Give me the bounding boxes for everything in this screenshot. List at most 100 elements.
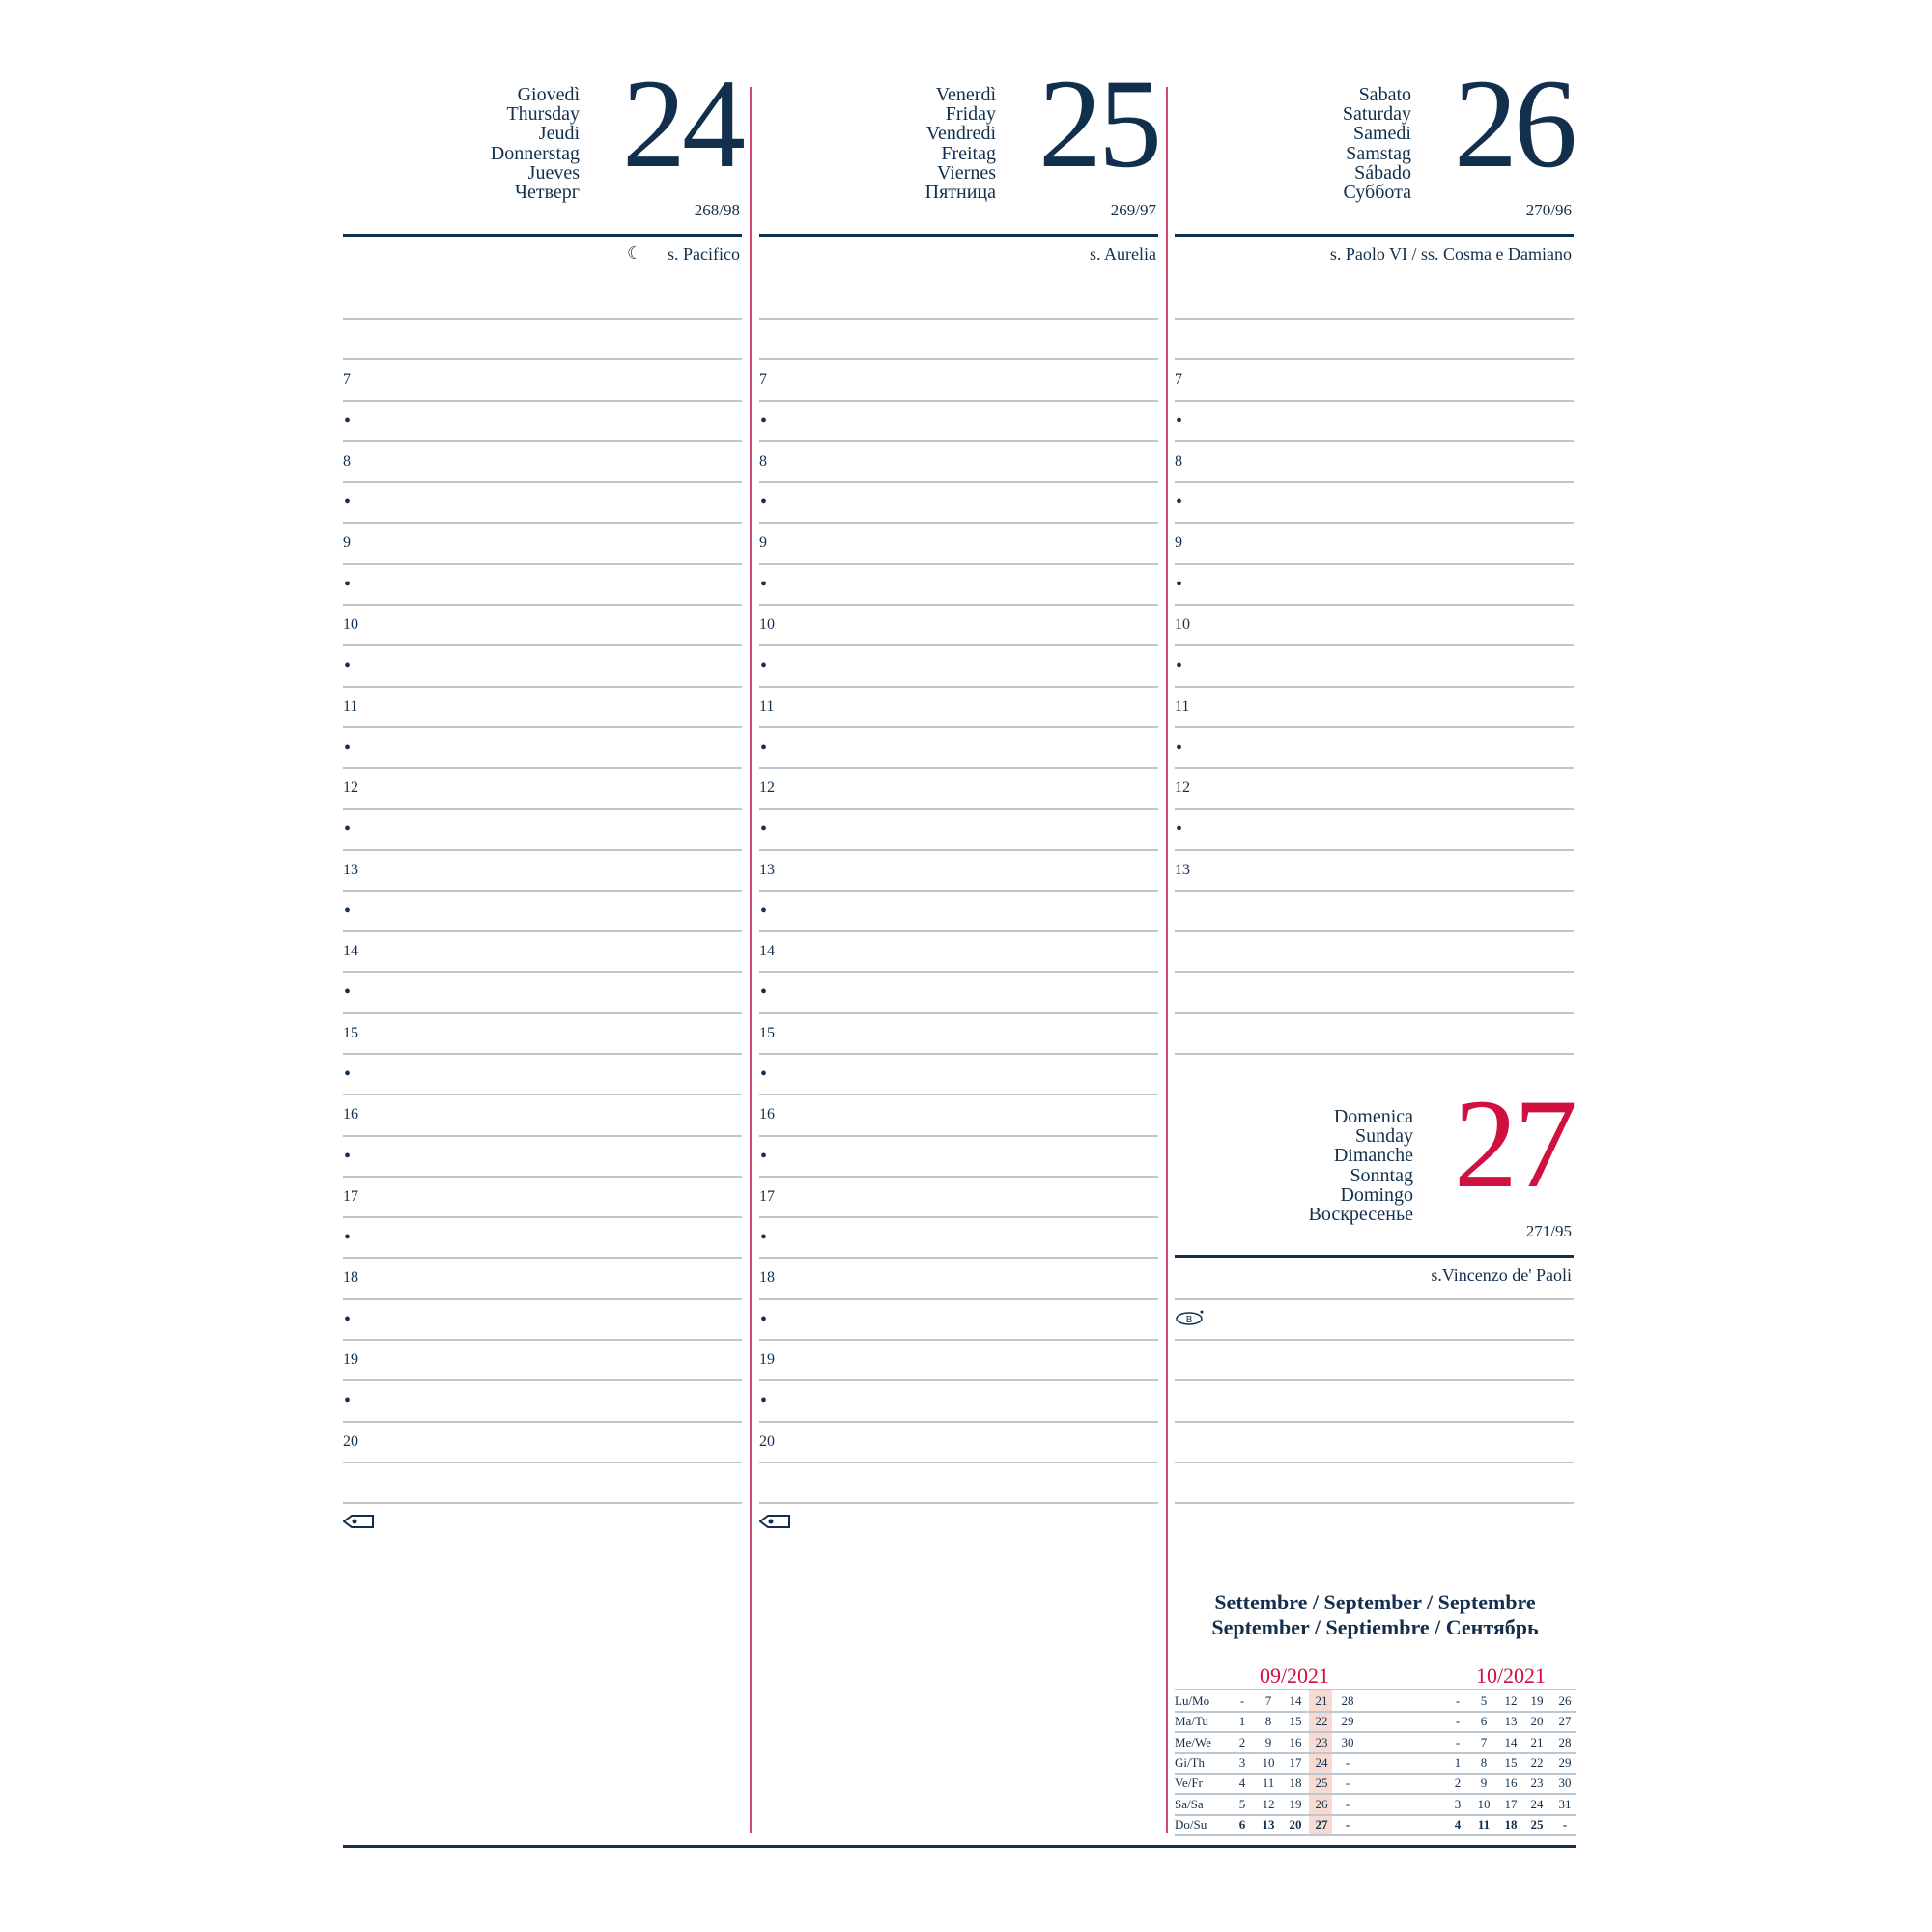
row-line (343, 889, 742, 892)
day-cell: 12 (1262, 1796, 1275, 1811)
day-cell: 26 (1558, 1693, 1572, 1708)
day-cell: - (1345, 1776, 1350, 1791)
day-cell: 20 (1530, 1714, 1544, 1729)
hour-label: 7 (759, 371, 767, 388)
mini-calendar-row: Me/We 2 9 16 23 30 - 7 14 21 28 (1175, 1732, 1576, 1754)
half-hour-marker: • (760, 818, 768, 840)
row-line (759, 522, 1158, 525)
half-hour-marker: • (344, 1064, 352, 1086)
row-line (759, 808, 1158, 810)
day-cell: - (1562, 1816, 1568, 1832)
day-cell: 2 (1454, 1776, 1462, 1791)
mini-calendar-row: Ma/Tu 1 8 15 22 29 - 6 13 20 27 (1175, 1711, 1576, 1734)
hour-label: 16 (343, 1106, 358, 1123)
day-name: Суббота (1343, 182, 1411, 204)
day-column-saturday: Sabato Saturday Samedi Samstag Sábado Суббота… (1175, 0, 1577, 1932)
hour-label: 11 (343, 697, 358, 715)
day-cell: 3 (1238, 1754, 1246, 1770)
day-cell: 21 (1530, 1734, 1544, 1749)
hour-label: 10 (1175, 615, 1190, 633)
row-line (343, 1175, 742, 1178)
row-line (1175, 685, 1574, 688)
day-cell: 25 (1530, 1816, 1544, 1832)
row-line (1175, 318, 1574, 320)
mini-calendar-row: Ve/Fr 4 11 18 25 - 2 9 16 23 30 (1175, 1773, 1576, 1796)
day-column-thursday: Giovedì Thursday Jeudi Donnerstag Jueves Четв… (343, 0, 746, 1932)
day-cell: 11 (1262, 1776, 1275, 1791)
day-cell: 16 (1504, 1776, 1518, 1791)
half-hour-marker: • (760, 573, 768, 595)
day-cell: 23 (1530, 1776, 1544, 1791)
row-line (1175, 1297, 1574, 1300)
half-hour-marker: • (1176, 736, 1183, 758)
row-line (1175, 725, 1574, 728)
day-cell: 18 (1289, 1776, 1302, 1791)
column-divider (750, 87, 752, 1833)
row-line (1175, 440, 1574, 442)
row-line (343, 725, 742, 728)
row-line (343, 1257, 742, 1260)
day-cell: 22 (1530, 1754, 1544, 1770)
day-name: Thursday (506, 103, 580, 126)
half-hour-marker: • (760, 1145, 768, 1167)
bottom-rule (343, 1845, 1576, 1848)
half-hour-marker: • (344, 1145, 352, 1167)
mini-calendar-row: Do/Su 6 13 20 27 - 4 11 18 25 - (1175, 1814, 1576, 1836)
row-line (1175, 1011, 1574, 1014)
day-cell: 4 (1238, 1776, 1246, 1791)
mini-calendar-row: Lu/Mo - 7 14 21 28 - 5 12 19 26 (1175, 1690, 1576, 1713)
row-line (1175, 1379, 1574, 1382)
row-line (759, 1339, 1158, 1341)
row-line (759, 930, 1158, 933)
row-line (1175, 808, 1574, 810)
row-line (1175, 358, 1574, 361)
saint-of-day: s.Vincenzo de' Paoli (1431, 1265, 1572, 1285)
day-cell: 24 (1530, 1796, 1544, 1811)
year-day-count: 270/96 (1525, 201, 1572, 219)
row-line (343, 358, 742, 361)
half-hour-marker: • (344, 573, 352, 595)
saint-of-day: s. Aurelia (1090, 244, 1156, 264)
row-line (759, 685, 1158, 688)
row-line (759, 767, 1158, 770)
row-line (1175, 889, 1574, 892)
hour-label: 17 (343, 1187, 358, 1205)
day-cell: 28 (1558, 1734, 1572, 1749)
day-cell: 21 (1315, 1693, 1328, 1708)
day-number: 24 (622, 52, 746, 194)
half-hour-marker: • (760, 1227, 768, 1249)
day-name: Jeudi (538, 123, 580, 145)
day-cell: 14 (1504, 1734, 1518, 1749)
row-line (759, 1297, 1158, 1300)
header-rule (1175, 1255, 1574, 1258)
row-line (759, 1502, 1158, 1505)
hour-label: 7 (343, 371, 351, 388)
hour-label: 13 (1175, 861, 1190, 878)
row-line (343, 440, 742, 442)
hour-label: 15 (759, 1024, 775, 1041)
row-line (1175, 522, 1574, 525)
day-name: Пятница (924, 182, 996, 204)
row-line (343, 1134, 742, 1137)
day-cell: 17 (1504, 1796, 1518, 1811)
day-name: Freitag (941, 142, 996, 164)
saint-of-day: s. Pacifico (668, 244, 740, 264)
row-line (343, 971, 742, 974)
row-line (343, 522, 742, 525)
row-line (1175, 1461, 1574, 1463)
day-cell: 29 (1341, 1714, 1354, 1729)
month-title: Settembre / September / Septembre Septem… (1175, 1590, 1576, 1640)
day-cell: 22 (1315, 1714, 1328, 1729)
day-names: Domenica Sunday Dimanche Sonntag Domingo… (1308, 1107, 1413, 1224)
row-line (1175, 481, 1574, 484)
row-line (759, 603, 1158, 606)
row-line (759, 1461, 1158, 1463)
row-line (759, 562, 1158, 565)
day-cell: 23 (1315, 1734, 1328, 1749)
row-line (343, 1379, 742, 1382)
day-cell: 17 (1289, 1754, 1302, 1770)
day-cell: 8 (1264, 1714, 1272, 1729)
row-line (759, 1420, 1158, 1423)
day-cell: 12 (1504, 1693, 1518, 1708)
mini-calendar-month: 10/2021 (1475, 1663, 1547, 1688)
